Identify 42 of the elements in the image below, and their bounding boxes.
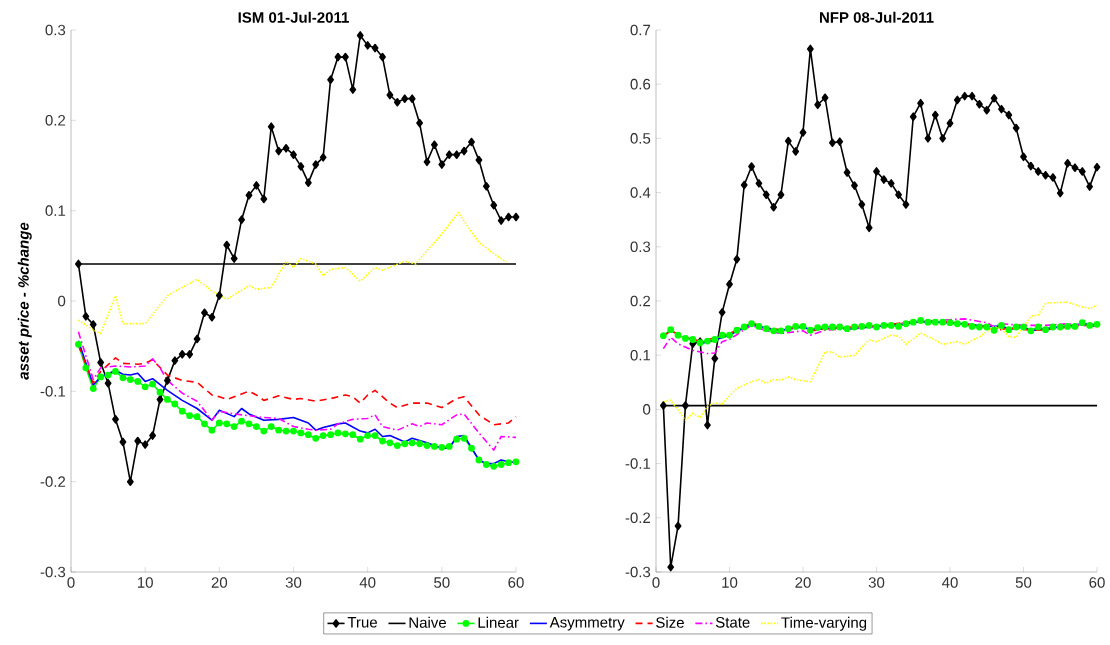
y-tick-label: 0.2 <box>630 295 651 307</box>
y-tick-label: 0.2 <box>45 115 66 126</box>
chart-title: ISM 01-Jul-2011 <box>238 11 349 23</box>
x-tick-label: 40 <box>359 577 376 588</box>
y-tick-label: 0 <box>58 295 66 307</box>
x-tick-label: 60 <box>508 577 524 588</box>
legend-label: Linear <box>478 616 519 628</box>
y-tick-label: 0.5 <box>630 133 651 144</box>
y-axis-title: asset price - %change <box>17 222 32 380</box>
x-tick-label: 50 <box>434 577 450 588</box>
y-tick-label: -0.1 <box>40 386 66 397</box>
y-tick-label: 0.1 <box>630 349 651 361</box>
x-tick-label: 20 <box>795 577 811 588</box>
chart-title: NFP 08-Jul-2011 <box>819 11 934 23</box>
y-tick-label: -0.2 <box>40 476 66 487</box>
x-tick-label: 0 <box>67 577 75 588</box>
y-tick-label: 0.7 <box>630 24 651 36</box>
y-tick-label: 0.3 <box>630 241 651 253</box>
legend-label: State <box>715 617 750 628</box>
y-tick-label: 0.1 <box>45 205 66 216</box>
y-tick-label: 0.3 <box>45 24 66 36</box>
x-tick-label: 10 <box>722 577 738 588</box>
y-tick-label: -0.3 <box>40 566 66 578</box>
x-tick-label: 0 <box>652 577 660 588</box>
x-tick-label: 20 <box>211 577 228 588</box>
y-tick-label: -0.2 <box>625 512 651 524</box>
y-tick-label: 0.6 <box>630 78 651 90</box>
x-tick-label: 30 <box>285 577 302 588</box>
legend-label: True <box>347 617 377 628</box>
legend-label: Naive <box>409 616 446 628</box>
y-tick-label: 0.4 <box>630 187 651 198</box>
y-tick-label: -0.1 <box>625 458 651 469</box>
x-tick-label: 30 <box>868 577 885 588</box>
x-tick-label: 40 <box>942 577 958 588</box>
x-tick-label: 50 <box>1015 577 1032 588</box>
x-tick-label: 60 <box>1089 577 1105 588</box>
legend-label: Time-varying <box>781 616 867 631</box>
legend-label: Asymmetry <box>549 617 625 631</box>
y-tick-label: -0.3 <box>625 566 651 578</box>
y-tick-label: 0 <box>643 404 651 415</box>
x-tick-label: 10 <box>137 577 153 588</box>
legend-label: Size <box>656 616 684 628</box>
